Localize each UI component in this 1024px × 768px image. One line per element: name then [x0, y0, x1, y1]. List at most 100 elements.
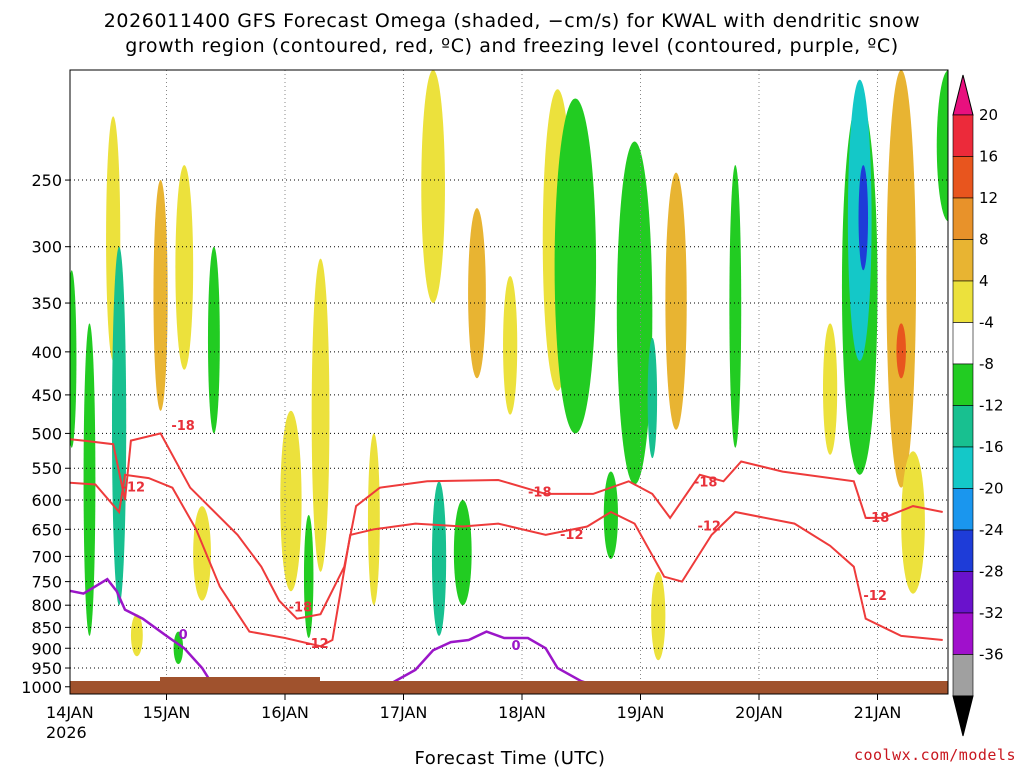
omega-cell-10: [503, 275, 518, 415]
colorbar-bin-5: [952, 488, 974, 531]
omega-cell-8: [421, 70, 445, 304]
omega-cell-21: [207, 246, 220, 434]
dgz-contour--18: [70, 432, 943, 620]
omega-cell-12: [665, 172, 687, 430]
colorbar-label-12: 12: [979, 189, 998, 207]
ytick-label-1000: 1000: [21, 678, 62, 697]
colorbar-bin-3: [952, 571, 974, 614]
omega-cell-3: [193, 506, 211, 601]
colorbar-bin-14: [952, 114, 974, 157]
colorbar-cap-bottom: [952, 695, 974, 737]
omega-cell-17: [901, 451, 925, 594]
pressure-axis: 250 300 350 400 450 500 550 600 650 700 750 800 850 9…: [21, 171, 70, 697]
colorbar-bin-2: [952, 612, 974, 655]
omega-cell-26: [554, 98, 597, 434]
ytick-label-750: 750: [31, 573, 62, 592]
ytick-label-650: 650: [31, 520, 62, 539]
dgz-label--18-3: -18: [694, 476, 718, 491]
xtick-label-16JAN: 16JAN: [261, 703, 309, 722]
colorbar-label-4: 4: [979, 272, 989, 290]
credit-text: coolwx.com/models: [854, 746, 1016, 764]
chart-title-line2: growth region (contoured, red, ºC) and f…: [125, 35, 899, 57]
omega-cell-1: [153, 180, 168, 411]
x-axis-label: Forecast Time (UTC): [415, 748, 606, 768]
ytick-label-800: 800: [31, 596, 62, 615]
ytick-label-400: 400: [31, 343, 62, 362]
xtick-label-20JAN: 20JAN: [735, 703, 783, 722]
omega-cell-32: [858, 165, 869, 271]
dgz-label--12-3: -12: [697, 519, 721, 534]
omega-shading: [70, 70, 948, 665]
colorbar-label--12: -12: [979, 397, 1004, 415]
omega-cell-16: [896, 323, 906, 379]
colorbar-label--20: -20: [979, 480, 1004, 498]
chart-title-line1: 2026011400 GFS Forecast Omega (shaded, −…: [104, 10, 921, 32]
omega-cell-9: [468, 208, 486, 379]
colorbar-bin-7: [952, 405, 974, 448]
terrain-fill: [70, 677, 948, 694]
colorbar-label--16: -16: [979, 438, 1004, 456]
xtick-label-21JAN: 21JAN: [854, 703, 902, 722]
colorbar-bin-11: [952, 239, 974, 282]
omega-cell-20: [70, 270, 77, 448]
colorbar-bin-9: [952, 322, 974, 365]
omega-cell-24: [453, 500, 472, 606]
dgz-label--18-4: -18: [866, 511, 890, 526]
omega-cell-14: [822, 323, 838, 455]
omega-cell-15: [886, 70, 917, 488]
colorbar-label--24: -24: [979, 521, 1004, 539]
colorbar-bin-13: [952, 156, 974, 199]
omega-cell-18: [83, 323, 96, 636]
omega-cell-23: [431, 481, 447, 636]
dgz-label--12-4: -12: [863, 589, 887, 604]
freezing-label-0: 0: [179, 628, 188, 643]
colorbar-bin-1: [952, 654, 974, 697]
xtick-label-15JAN: 15JAN: [143, 703, 191, 722]
omega-cell-28: [647, 337, 658, 459]
plot-frame: [69, 69, 949, 695]
ytick-label-250: 250: [31, 171, 62, 190]
colorbar-label-20: 20: [979, 106, 998, 124]
terrain-band: [70, 681, 948, 694]
omega-cell-6: [367, 433, 380, 606]
colorbar-label--28: -28: [979, 563, 1004, 581]
dgz-contours: -18 -18 -18 -18 -18 -12 -12 -12 -12 -12 0 0: [70, 419, 943, 692]
ytick-label-700: 700: [31, 547, 62, 566]
ytick-label-900: 900: [31, 639, 62, 658]
ytick-label-600: 600: [31, 491, 62, 510]
time-axis: 14JAN 15JAN 16JAN 17JAN 18JAN 19JAN 20JAN 21JAN: [46, 694, 901, 722]
ytick-label-350: 350: [31, 294, 62, 313]
omega-cell-4: [130, 614, 143, 657]
omega-cell-29: [729, 165, 742, 448]
colorbar-bin-10: [952, 280, 974, 323]
dgz-label--12-0: -12: [122, 481, 146, 496]
colorbar: 20 16 12 8 4 -4 -8 -12 -16 -20 -24 -28 -32 -36: [952, 74, 1004, 737]
omega-cell-7: [280, 410, 302, 592]
colorbar-bin-6: [952, 446, 974, 489]
dgz-label--18-2: -18: [528, 486, 552, 501]
ytick-label-500: 500: [31, 424, 62, 443]
freezing-level-contour: [70, 577, 641, 692]
colorbar-label-8: 8: [979, 231, 989, 249]
xtick-label-18JAN: 18JAN: [498, 703, 546, 722]
omega-cell-2: [175, 165, 194, 370]
ytick-label-550: 550: [31, 459, 62, 478]
omega-cell-22: [303, 514, 314, 638]
colorbar-bin-8: [952, 363, 974, 406]
colorbar-label-16: 16: [979, 148, 998, 166]
colorbar-label--32: -32: [979, 604, 1004, 622]
ytick-label-850: 850: [31, 618, 62, 637]
freezing-label-1: 0: [512, 639, 521, 654]
dgz-label--12-2: -12: [560, 528, 584, 543]
dgz-label--12-1: -12: [305, 637, 329, 652]
x-axis-year: 2026: [46, 723, 87, 742]
xtick-label-14JAN: 14JAN: [46, 703, 94, 722]
dgz-label--18-0: -18: [171, 419, 195, 434]
colorbar-bin-12: [952, 197, 974, 240]
xtick-label-17JAN: 17JAN: [380, 703, 428, 722]
dgz-contour--12: [70, 473, 943, 648]
xtick-label-19JAN: 19JAN: [617, 703, 665, 722]
ytick-label-300: 300: [31, 238, 62, 257]
ytick-label-450: 450: [31, 386, 62, 405]
